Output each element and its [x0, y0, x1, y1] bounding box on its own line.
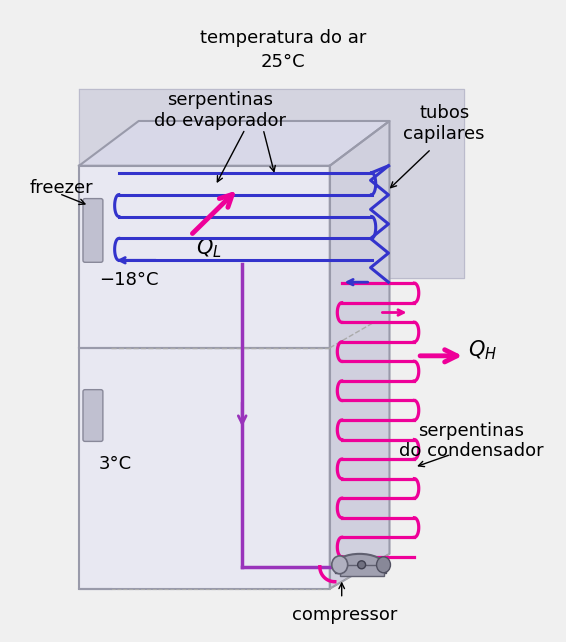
Text: tubos
capilares: tubos capilares	[404, 104, 485, 143]
FancyBboxPatch shape	[83, 198, 103, 263]
Ellipse shape	[376, 557, 391, 573]
Ellipse shape	[332, 556, 348, 574]
Ellipse shape	[336, 554, 384, 576]
Bar	[340, 565, 384, 576]
Text: 25°C: 25°C	[261, 53, 305, 71]
Text: serpentinas
do evaporador: serpentinas do evaporador	[155, 91, 286, 130]
Text: compressor: compressor	[292, 605, 397, 623]
Polygon shape	[79, 348, 330, 589]
Polygon shape	[79, 89, 464, 278]
Polygon shape	[79, 121, 389, 166]
Text: 3°C: 3°C	[99, 455, 132, 473]
FancyBboxPatch shape	[83, 390, 103, 442]
Polygon shape	[79, 166, 330, 348]
Bar	[335, 568, 387, 573]
Text: freezer: freezer	[29, 178, 93, 196]
Text: temperatura do ar: temperatura do ar	[200, 30, 366, 48]
Text: serpentinas
do condensador: serpentinas do condensador	[399, 422, 543, 460]
Ellipse shape	[358, 561, 366, 569]
Text: $Q_H$: $Q_H$	[468, 338, 497, 361]
Text: −18°C: −18°C	[99, 271, 158, 289]
Polygon shape	[330, 121, 389, 589]
Text: $Q_L$: $Q_L$	[196, 236, 222, 260]
